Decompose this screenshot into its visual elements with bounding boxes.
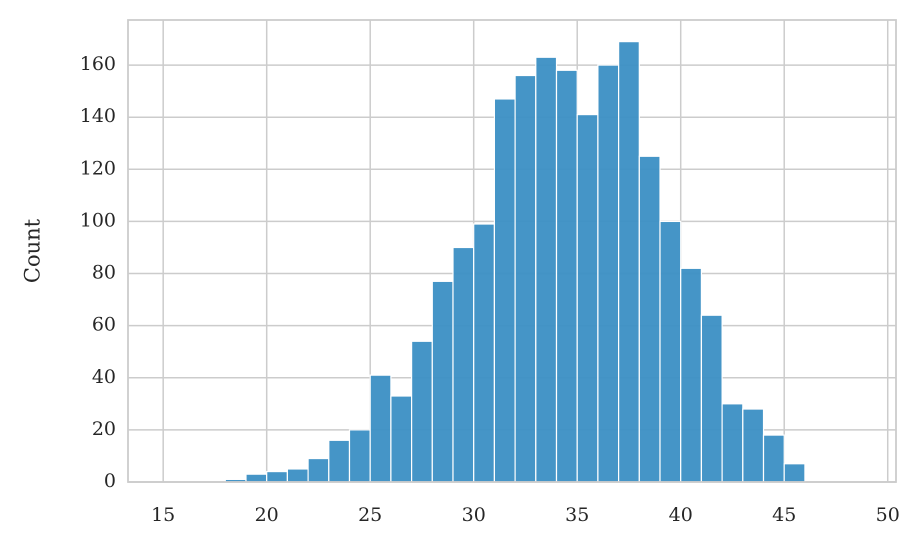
y-tick-label: 40: [92, 366, 116, 388]
bar: [431, 280, 454, 483]
x-tick-label: 45: [772, 504, 796, 526]
x-tick-label: 15: [151, 504, 175, 526]
x-tick-label: 35: [565, 504, 589, 526]
x-tick-label: 30: [462, 504, 486, 526]
bar: [286, 468, 309, 483]
bar: [597, 64, 620, 483]
x-tick-label: 25: [358, 504, 382, 526]
bar: [390, 395, 413, 483]
x-tick-label: 50: [876, 504, 900, 526]
bar: [555, 69, 578, 483]
bar: [245, 473, 268, 483]
y-tick-label: 140: [80, 105, 116, 127]
bar: [762, 434, 785, 483]
y-tick-label: 120: [80, 157, 116, 179]
y-tick-label: 160: [80, 53, 116, 75]
y-tick-label: 20: [92, 418, 116, 440]
bar: [493, 98, 516, 483]
bar: [307, 457, 330, 483]
plot-frame: [127, 19, 897, 483]
bar: [721, 403, 744, 483]
bar: [411, 340, 433, 483]
bar: [452, 246, 475, 483]
x-tick-label: 40: [669, 504, 693, 526]
bar: [328, 439, 351, 483]
y-tick-label: 80: [92, 262, 116, 284]
bar: [680, 267, 703, 483]
bar: [659, 220, 682, 483]
bar: [473, 223, 496, 483]
bar: [369, 374, 392, 483]
bar: [742, 408, 765, 483]
y-tick-label: 100: [80, 209, 116, 231]
bar: [266, 470, 288, 483]
bar: [576, 113, 599, 483]
bar: [638, 155, 661, 483]
y-tick-label: 0: [104, 470, 116, 492]
bar: [535, 56, 558, 483]
bar: [700, 314, 723, 483]
x-tick-label: 20: [255, 504, 279, 526]
y-tick-label: 60: [92, 314, 116, 336]
bar: [618, 41, 640, 483]
bar: [783, 463, 806, 483]
y-axis-label: Count: [21, 218, 45, 283]
bar: [514, 74, 537, 483]
bar: [348, 429, 371, 483]
